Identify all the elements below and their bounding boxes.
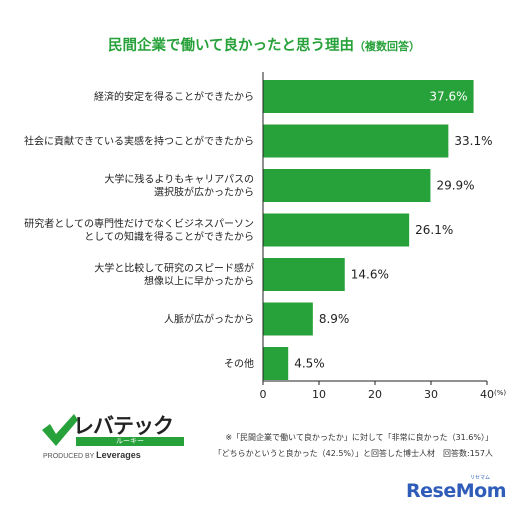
value-label: 33.1% (454, 134, 492, 148)
category-label: 研究者としての専門性だけでなくビジネスパーソン (24, 217, 254, 230)
x-tick-label: 40 (480, 388, 494, 401)
category-label: 想像以上に早かったから (144, 275, 254, 288)
value-label: 26.1% (415, 223, 453, 237)
bar (263, 258, 345, 291)
category-label: 経済的安定を得ることができたから (94, 90, 254, 103)
category-label: 大学と比較して研究のスピード感が (94, 262, 254, 275)
x-tick-label: 0 (260, 388, 267, 401)
category-label: 大学に残るよりもキャリアパスの (104, 173, 254, 186)
note-line-1: ※「民間企業で働いて良かったか」に対して「非常に良かった（31.6%）」 (225, 433, 493, 442)
value-label: 29.9% (436, 179, 474, 193)
x-tick-label: 10 (312, 388, 326, 401)
value-label: 4.5% (294, 357, 325, 371)
bar (263, 347, 289, 380)
note-line-2: 「どちらかというと良かった（42.5%）」と回答した博士人材 回答数:157人 (213, 449, 493, 458)
logo-sub: ルーキー (76, 437, 184, 446)
chart-title: 民間企業で働いて良かったと思う理由（複数回答） (0, 34, 528, 55)
title-main: 民間企業で働いて良かったと思う理由 (107, 38, 355, 54)
checkmark-icon (42, 414, 78, 446)
x-tick-label: 30 (424, 388, 438, 401)
levtech-logo: レバテック ルーキー PRODUCED BY Leverages (40, 410, 200, 470)
produced-by-prefix: PRODUCED BY (43, 453, 95, 460)
category-label: その他 (224, 357, 254, 370)
bar (263, 169, 431, 202)
bar (263, 80, 474, 113)
watermark-kana: リセマム (469, 475, 490, 481)
bar (263, 213, 410, 247)
x-tick-label: 20 (368, 388, 382, 401)
bars-group: 37.6% 経済的安定を得ることができたから 33.1% 社会に貢献できている実感を持… (24, 80, 492, 380)
bar (263, 302, 313, 336)
value-label: 14.6% (351, 268, 389, 282)
category-label: 社会に貢献できている実感を持つことができたから (24, 135, 254, 148)
value-label: 37.6% (429, 90, 467, 104)
value-label: 8.9% (319, 312, 350, 326)
category-label: 人脈が広がったから (164, 313, 254, 326)
x-axis-group: 0 10 20 30 40 (%) (260, 72, 506, 401)
category-label: 選択肢が広かったから (154, 186, 254, 199)
title-sub: （複数回答） (354, 40, 421, 53)
x-unit-label: (%) (494, 389, 506, 397)
bar (263, 124, 449, 158)
logo-name: レバテック (73, 414, 174, 438)
produced-by: PRODUCED BY Leverages (43, 450, 141, 460)
category-label: としての知識を得ることができたから (84, 230, 254, 243)
produced-by-name: Leverages (96, 450, 141, 460)
resemom-watermark: ReseMom (406, 480, 506, 502)
